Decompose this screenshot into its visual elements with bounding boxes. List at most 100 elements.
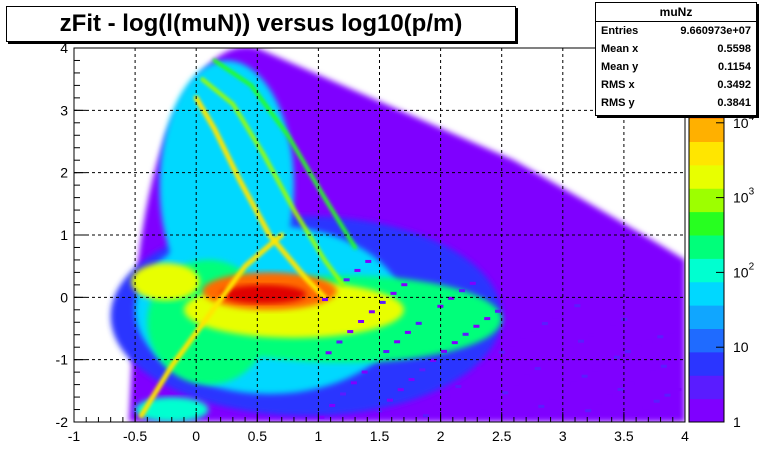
speckle-bin [581,374,588,378]
speckle-bin [390,291,397,295]
speckle-bin [336,340,343,344]
speckle-bin [480,409,487,413]
colorbar-segment [689,118,724,142]
speckle-bin [394,340,401,344]
speckle-bin [458,289,465,293]
speckle-bin [642,406,649,410]
y-tick-label: 0 [60,289,68,305]
colorbar-tick-label: 103 [733,187,755,206]
stat-value: 9.660973e+07 [680,25,751,37]
title-box: zFit - log(l(muN)) versus log10(p/m) [6,6,516,42]
colorbar-segment [689,141,724,166]
colorbar-segment [689,375,724,400]
speckle-bin [365,259,372,263]
speckle-bin [498,350,505,354]
stats-separator [596,21,756,22]
speckle-bin [343,278,350,282]
stat-label: Entries [601,25,639,37]
y-tick-label: 3 [60,102,68,118]
rising-diagonal [138,232,285,419]
stats-row-mean-y: Mean y 0.1154 [596,59,756,76]
stat-label: RMS x [601,79,635,91]
speckle-bin [509,343,516,347]
speckle-bin [668,330,675,334]
colorbar-tick-exponent: 3 [749,187,755,198]
speckle-bin [660,364,667,368]
stat-value: 0.5598 [717,43,751,55]
speckle-bin [408,378,415,382]
speckle-bin [354,268,361,272]
speckle-bin [628,381,635,385]
speckle-bin [513,382,520,386]
speckle-bin [383,350,390,354]
speckle-bin [523,374,530,378]
y-tick-label: -1 [56,352,69,368]
speckle-bin [477,367,484,371]
speckle-bin [455,384,462,388]
speckle-bin [473,324,480,328]
speckle-bin [552,315,559,319]
speckle-bin [520,335,527,339]
colorbar-segment [689,235,724,259]
colorbar-tick-label: 1 [733,414,741,430]
chart-title: zFit - log(l(muN)) versus log10(p/m) [59,10,463,37]
x-tick-label: 2 [437,428,445,444]
speckle-bin [541,322,548,326]
speckle-bin [487,358,494,362]
falling-arc [193,95,327,300]
speckle-bin [603,361,610,365]
speckle-bin [469,281,476,285]
speckle-bin [538,404,545,408]
speckle-bin [361,370,368,374]
speckle-bin [404,330,411,334]
colorbar-tick-label: 102 [733,261,755,280]
colorbar-segment [689,188,724,213]
speckle-bin [430,358,437,362]
x-tick-label: 3.5 [614,428,634,444]
speckle-bin [632,412,639,416]
speckle-bin [617,388,624,392]
colorbar-segment [689,211,724,236]
colorbar-segment [689,258,724,283]
colorbar-tick-label: 10 [733,339,749,355]
stat-label: Mean y [601,61,639,73]
speckle-bin [549,396,556,400]
x-tick-label: 4 [681,428,689,444]
x-tick-label: 0.5 [248,428,268,444]
x-tick-label: -0.5 [123,428,147,444]
density-region [159,60,294,310]
speckle-bin [401,283,408,287]
speckle-bin [502,391,509,395]
speckle-bin [448,296,455,300]
speckle-bin [386,398,393,402]
speckle-bin [610,322,617,326]
stat-label: Mean x [601,43,639,55]
stats-box: muNz Entries 9.660973e+07 Mean x 0.5598 … [595,2,757,116]
speckle-bin [534,367,541,371]
colorbar-tick-exponent: 2 [749,261,755,272]
colorbar-segment [689,305,724,329]
stats-row-rms-y: RMS y 0.3841 [596,95,756,112]
y-tick-label: 4 [60,40,68,56]
y-tick-label: -2 [56,414,69,430]
speckle-bin [657,335,664,339]
falling-arc [212,58,358,250]
x-tick-label: -1 [68,428,81,444]
speckle-bin [440,349,447,353]
speckle-bin [563,309,570,313]
stats-row-rms-x: RMS x 0.3492 [596,77,756,94]
speckle-bin [675,388,682,392]
speckle-bin [419,368,426,372]
speckle-bin [664,393,671,397]
speckle-bin [491,399,498,403]
speckle-bin [347,330,354,334]
speckle-bin [595,401,602,405]
colorbar-segment [689,351,724,376]
speckle-bin [350,381,357,385]
speckle-bin [646,339,653,343]
speckle-bin [462,332,469,336]
speckle-bin [379,300,386,304]
x-tick-label: 1.5 [370,428,390,444]
speckle-bin [606,394,613,398]
